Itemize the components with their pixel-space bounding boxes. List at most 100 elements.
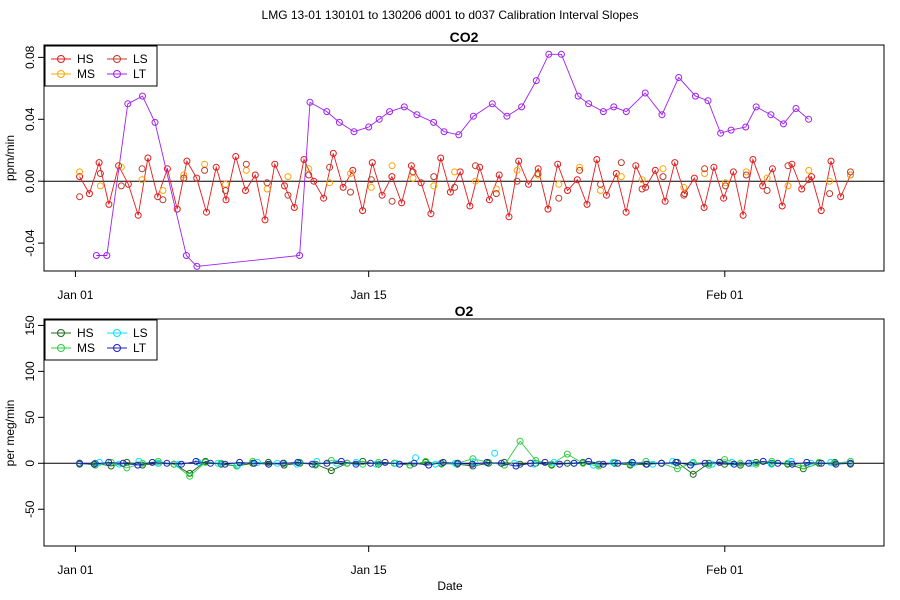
co2-point-ms-15	[388, 162, 396, 170]
co2-point-hs-52	[583, 200, 591, 208]
co2-point-lt-16	[413, 111, 421, 119]
co2-point-ms-25	[597, 187, 604, 194]
co2-point-lt-27	[574, 92, 582, 100]
o2-point-lt-0	[76, 459, 84, 467]
co2-point-lt-36	[704, 97, 712, 105]
co2-point-ls-15	[388, 197, 396, 205]
co2-point-hs-8	[154, 193, 162, 201]
co2-point-hs-5	[124, 180, 132, 188]
co2-point-lt-44	[805, 115, 813, 123]
o2-point-ms-38	[673, 465, 681, 473]
co2-legend-marker-lt	[113, 70, 121, 78]
o2-point-lt-2	[105, 458, 113, 466]
o2-point-ms-44	[768, 457, 776, 465]
o2-y-axis: -50 0 50 100 150	[23, 315, 44, 518]
co2-point-hs-41	[476, 163, 484, 171]
co2-point-lt-32	[641, 89, 649, 97]
co2-point-ls-14	[367, 176, 375, 184]
co2-point-lt-26	[557, 50, 565, 58]
co2-point-ls-5	[180, 174, 188, 182]
co2-point-hs-17	[242, 187, 249, 194]
co2-point-lt-0	[92, 252, 100, 259]
o2-plot-area	[44, 437, 884, 480]
co2-point-lt-11	[350, 128, 358, 136]
co2-point-hs-58	[642, 183, 650, 191]
o2-point-lt-4	[134, 461, 142, 469]
co2-point-lt-41	[767, 111, 775, 119]
co2-point-hs-67	[729, 168, 737, 176]
o2-point-ls-23	[530, 460, 538, 468]
co2-point-lt-42	[780, 120, 787, 128]
o2-point-lt-13	[265, 460, 273, 468]
o2-point-lt-35	[585, 457, 593, 465]
co2-point-hs-14	[212, 163, 220, 171]
co2-point-hs-13	[203, 208, 210, 216]
o2-point-lt-11	[236, 458, 244, 466]
co2-point-hs-26	[329, 149, 337, 157]
co2-point-ms-2	[117, 163, 125, 171]
co2-y-axis: -0.04 0.00 0.04 0.08	[23, 45, 44, 257]
o2-point-ls-35	[767, 460, 775, 468]
co2-point-hs-69	[749, 156, 757, 163]
co2-point-hs-33	[398, 199, 406, 207]
co2-plot-area	[44, 50, 884, 270]
co2-point-ls-16	[409, 168, 417, 176]
co2-point-lt-21	[488, 100, 496, 108]
o2-point-lt-40	[657, 459, 665, 467]
o2-point-lt-47	[759, 457, 767, 465]
co2-point-ls-13	[347, 188, 354, 196]
o2-point-lt-49	[788, 460, 796, 468]
co2-point-ls-29	[680, 191, 688, 199]
co2-point-hs-11	[183, 157, 191, 165]
co2-point-ms-9	[263, 185, 271, 193]
o2-point-lt-38	[628, 458, 636, 466]
co2-point-hs-18	[251, 171, 259, 179]
o2-point-ls-37	[807, 459, 815, 467]
co2-point-lt-13	[375, 115, 383, 123]
o2-y-axis-label: per meg/min	[3, 400, 17, 467]
co2-point-lt-20	[469, 112, 477, 120]
co2-point-hs-20	[271, 160, 279, 168]
co2-point-hs-78	[837, 193, 845, 201]
co2-point-hs-24	[310, 177, 318, 185]
o2-y-tick-label: 150	[23, 315, 37, 335]
co2-point-ms-21	[513, 166, 521, 174]
co2-point-hs-54	[603, 191, 610, 199]
co2-point-hs-30	[368, 159, 376, 167]
co2-point-lt-43	[792, 105, 800, 112]
o2-point-ls-30	[669, 457, 677, 465]
o2-y-tick-label: 50	[23, 410, 37, 424]
co2-point-hs-44	[505, 213, 513, 221]
co2-point-hs-42	[485, 196, 493, 204]
co2-point-hs-76	[817, 207, 825, 215]
o2-legend-label-ls: LS	[133, 326, 148, 340]
co2-point-hs-36	[427, 210, 435, 218]
co2-point-ls-0	[76, 193, 84, 201]
o2-point-lt-37	[614, 459, 622, 467]
co2-point-ls-8	[242, 160, 250, 168]
o2-point-lt-8	[192, 457, 200, 465]
co2-point-lt-38	[727, 126, 735, 134]
o2-point-hs-39	[689, 470, 697, 478]
co2-point-ms-27	[638, 176, 646, 184]
co2-point-lt-4	[151, 118, 159, 126]
o2-point-lt-43	[701, 459, 709, 467]
o2-legend-marker-lt	[113, 344, 121, 352]
o2-x-axis: Jan 01 Jan 15 Feb 01	[57, 546, 744, 577]
co2-point-ms-7	[222, 180, 229, 188]
co2-point-hs-59	[651, 166, 659, 174]
o2-point-lt-52	[832, 460, 840, 468]
o2-point-ms-28	[516, 437, 524, 445]
co2-point-lt-24	[532, 77, 540, 85]
co2-point-hs-57	[632, 162, 640, 170]
co2-point-lt-35	[692, 92, 699, 100]
co2-point-ls-31	[722, 182, 729, 190]
co2-point-hs-3	[105, 200, 113, 208]
o2-point-ms-15	[312, 461, 320, 469]
co2-point-hs-10	[173, 205, 181, 213]
co2-point-hs-31	[378, 191, 386, 199]
co2-x-tick-label: Feb 01	[706, 288, 744, 302]
co2-point-lt-7	[296, 252, 304, 259]
o2-point-lt-41	[672, 458, 680, 466]
o2-x-tick-label: Feb 01	[706, 563, 744, 577]
